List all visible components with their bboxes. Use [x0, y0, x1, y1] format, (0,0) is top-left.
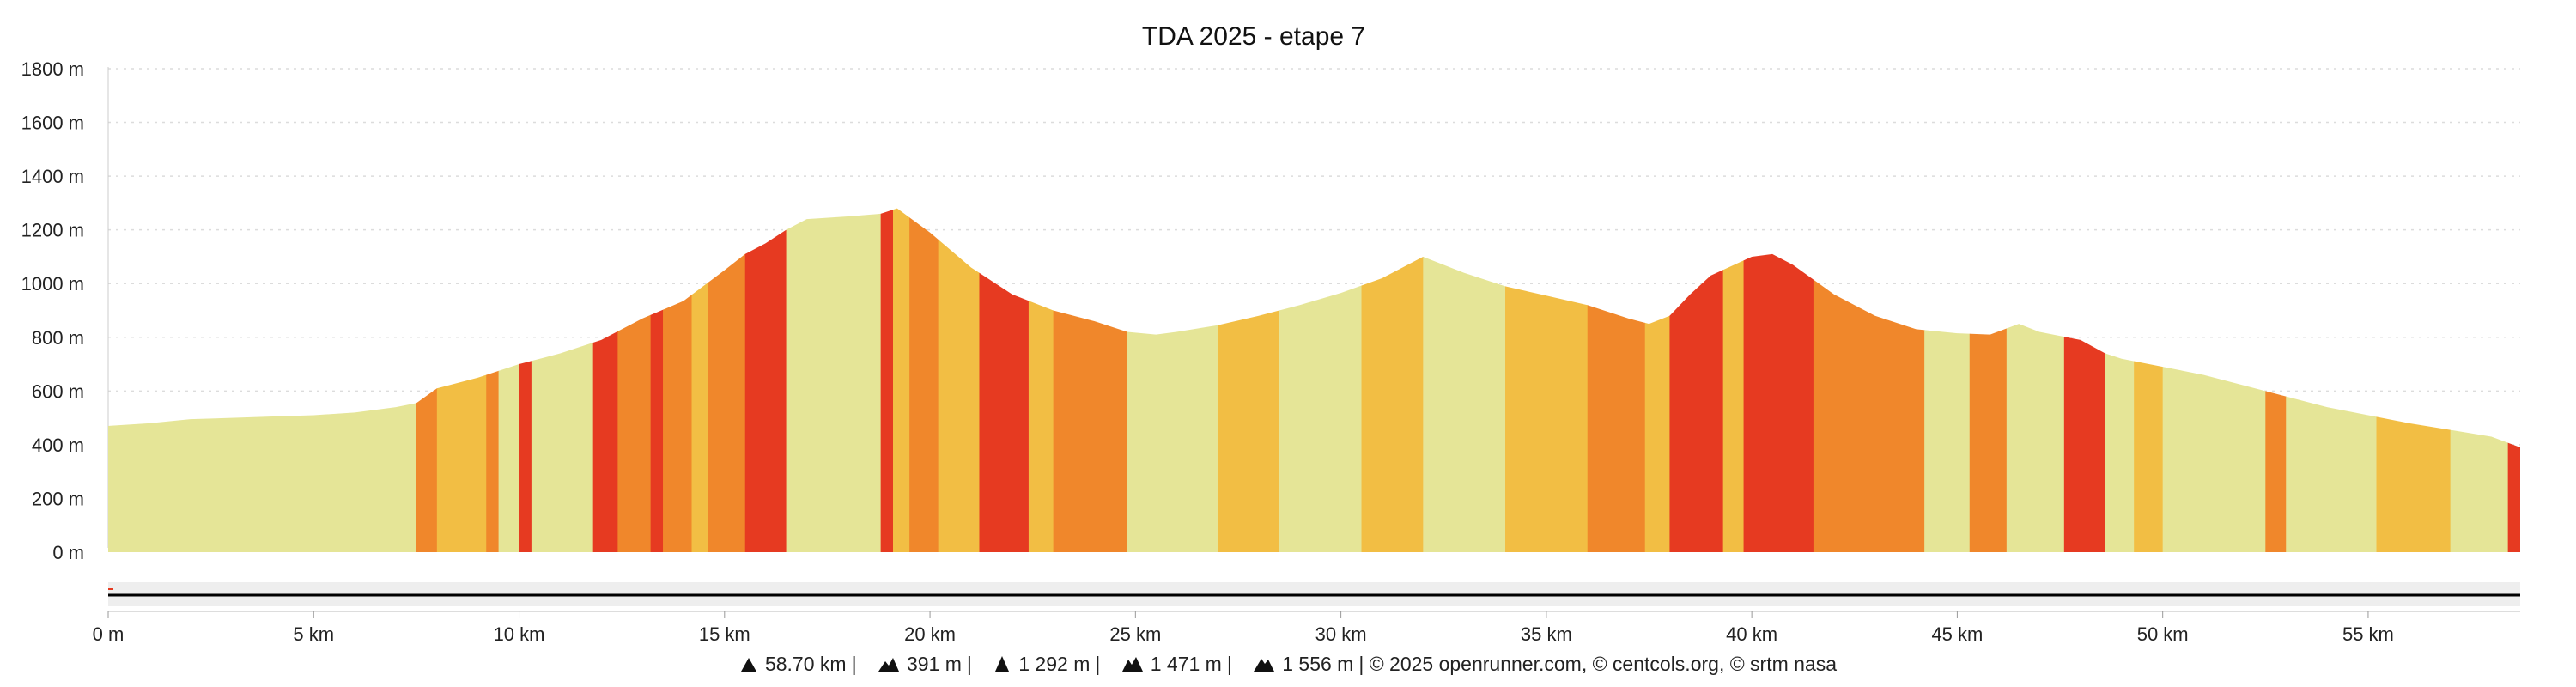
y-tick-label: 1600 m: [21, 112, 84, 134]
gradient-band-medium: [1969, 208, 2008, 552]
max-elevation-value: 1 471 m: [1150, 653, 1222, 675]
gradient-band-flat: [2286, 208, 2378, 552]
gradient-band-medium: [663, 208, 693, 552]
y-axis-labels: 0 m 200 m 400 m 600 m 800 m 1000 m 1200 m 1400 …: [21, 58, 84, 563]
gradient-band-moderate: [1644, 208, 1671, 552]
gradient-band-moderate: [436, 208, 487, 552]
gradient-band-medium: [2265, 208, 2287, 552]
elevation-gain-value: 391 m: [906, 653, 962, 675]
y-tick-label: 800 m: [32, 327, 84, 349]
gradient-band-flat: [2162, 208, 2266, 552]
gradient-band-moderate: [893, 208, 910, 552]
gradient-band-flat: [2450, 208, 2509, 552]
gradient-band-steep: [1743, 208, 1814, 552]
x-tick-label: 30 km: [1315, 623, 1367, 645]
elevation-gain-icon: [878, 654, 900, 678]
y-tick-label: 400 m: [32, 435, 84, 456]
gradient-band-steep: [2507, 208, 2520, 552]
gradient-band-moderate: [1361, 208, 1424, 552]
distance-icon: [739, 654, 758, 678]
gradient-band-moderate: [1722, 208, 1745, 552]
gradient-band-flat: [2105, 208, 2135, 552]
y-tick-label: 1000 m: [21, 273, 84, 295]
gradient-band-flat: [531, 208, 594, 552]
route-summary: 58.70 km | 391 m | 1 292 m | 1 471 m | 1 556…: [0, 653, 2576, 678]
gradient-band-medium: [909, 208, 939, 552]
summit-value: 1 556 m: [1282, 653, 1354, 675]
max-elevation-icon: [1121, 654, 1144, 678]
x-tick-label: 20 km: [904, 623, 956, 645]
gradient-band-moderate: [691, 208, 709, 552]
gradient-band-flat: [1423, 208, 1506, 552]
gradient-band-medium: [486, 208, 500, 552]
gradient-band-medium: [708, 208, 746, 552]
gradient-band-moderate: [1505, 208, 1589, 552]
gradient-band-moderate: [2376, 208, 2451, 552]
gradient-band-moderate: [2134, 208, 2164, 552]
gradient-band-moderate: [938, 208, 981, 552]
y-tick-label: 1800 m: [21, 58, 84, 80]
x-tick-label: 5 km: [293, 623, 334, 645]
gradient-band-steep: [592, 208, 618, 552]
x-tick-label: 40 km: [1726, 623, 1777, 645]
gradient-band-flat: [108, 208, 417, 552]
summit-icon: [1253, 654, 1275, 678]
x-tick-label: 50 km: [2137, 623, 2189, 645]
gradient-band-medium: [1587, 208, 1646, 552]
y-tick-label: 600 m: [32, 380, 84, 402]
gradient-band-flat: [1127, 208, 1218, 552]
x-tick-label: 25 km: [1109, 623, 1161, 645]
x-tick-label: 0 m: [93, 623, 125, 645]
gradient-band-steep: [744, 208, 787, 552]
gradient-band-flat: [1279, 208, 1363, 552]
x-tick-label: 55 km: [2342, 623, 2394, 645]
gradient-band-medium: [416, 208, 438, 552]
gradient-band-flat: [498, 208, 520, 552]
min-elevation-value: 1 292 m: [1018, 653, 1091, 675]
gradient-band-steep: [519, 208, 532, 552]
overview-navigator[interactable]: [108, 582, 2520, 612]
gradient-band-steep: [979, 208, 1030, 552]
gradient-band-moderate: [1028, 208, 1054, 552]
distance-value: 58.70 km: [764, 653, 847, 675]
y-tick-label: 1400 m: [21, 166, 84, 187]
y-tick-label: 0 m: [52, 542, 84, 563]
gradient-band-steep: [880, 208, 894, 552]
chart-title: TDA 2025 - etape 7: [1142, 22, 1365, 51]
gradient-band-flat: [1924, 208, 1971, 552]
gradient-band-moderate: [1218, 208, 1280, 552]
credits-text: © 2025 openrunner.com, © centcols.org, ©…: [1369, 653, 1838, 675]
gradient-band-flat: [786, 208, 882, 552]
gradient-band-medium: [1053, 208, 1128, 552]
x-tick-label: 15 km: [699, 623, 750, 645]
gradient-band-medium: [1813, 208, 1925, 552]
y-tick-label: 200 m: [32, 488, 84, 509]
gradient-bands: [108, 208, 2520, 552]
x-axis-labels: 0 m 5 km 10 km 15 km 20 km 25 km 30 km 35 km 40 …: [93, 611, 2394, 645]
gradient-band-steep: [1669, 208, 1724, 552]
min-elevation-icon: [993, 654, 1012, 678]
y-tick-label: 1200 m: [21, 220, 84, 241]
x-tick-label: 35 km: [1521, 623, 1572, 645]
gradient-band-steep: [2063, 208, 2106, 552]
gradient-band-medium: [617, 208, 652, 552]
gradient-band-flat: [2006, 208, 2065, 552]
x-tick-label: 10 km: [494, 623, 545, 645]
x-tick-label: 45 km: [1931, 623, 1983, 645]
gradient-band-steep: [650, 208, 664, 552]
